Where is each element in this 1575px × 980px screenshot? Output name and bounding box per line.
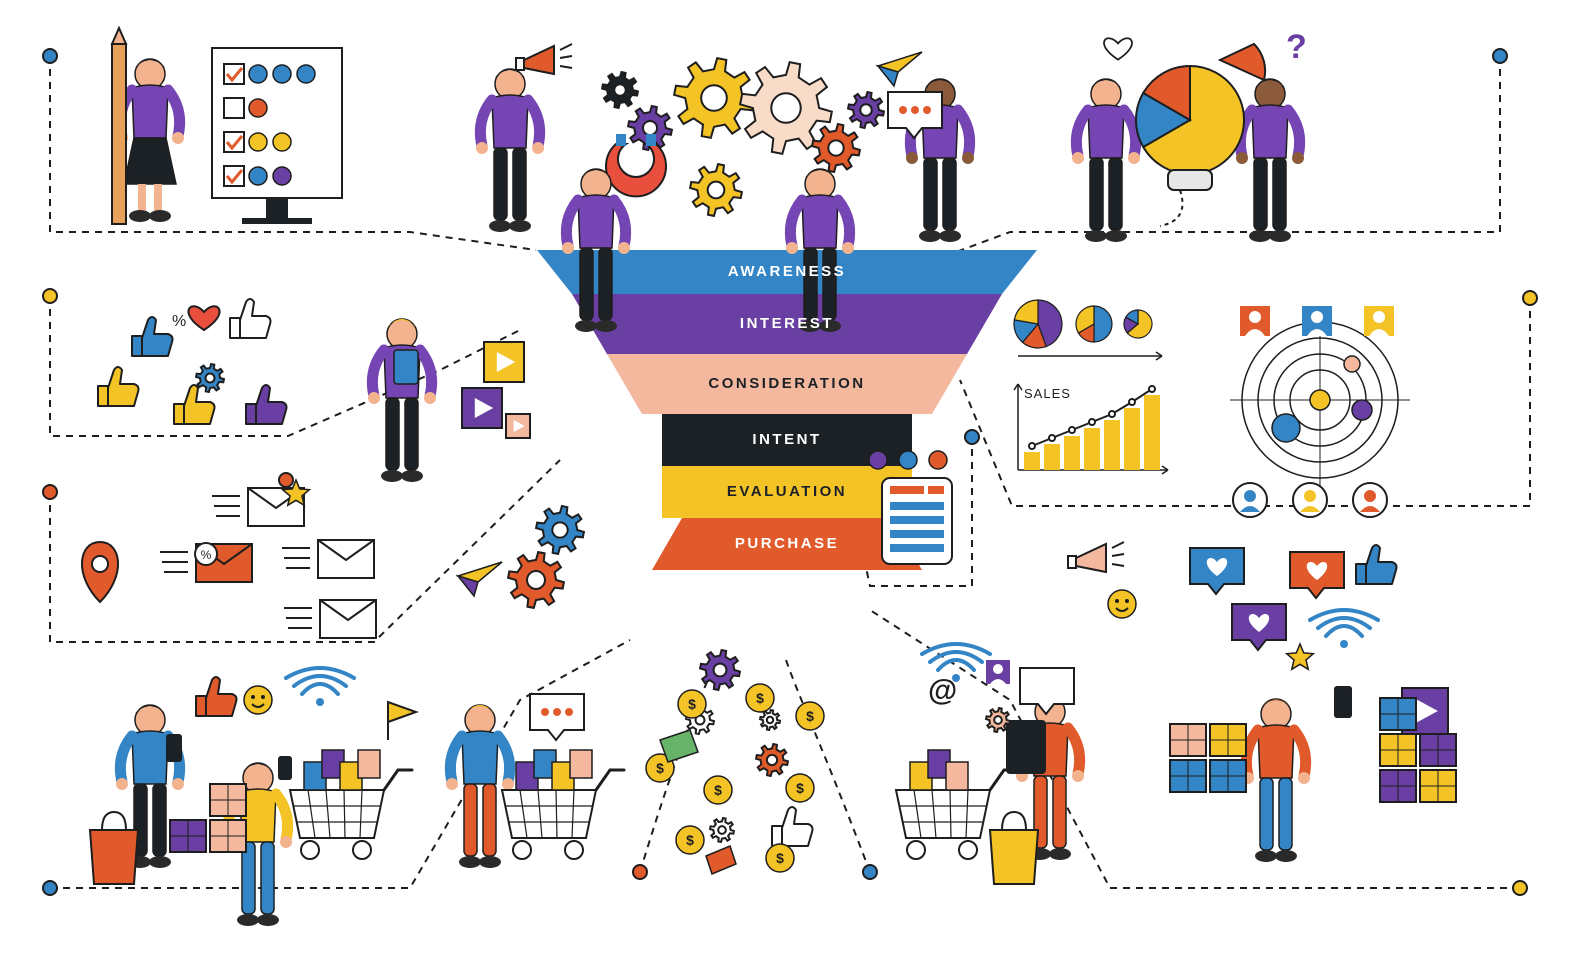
svg-text:@: @ <box>928 674 957 707</box>
svg-text:%: % <box>172 313 186 330</box>
svg-text:$: $ <box>656 760 664 776</box>
svg-text:$: $ <box>806 708 814 724</box>
svg-text:$: $ <box>756 690 764 706</box>
funnel-stage-0: AWARENESS <box>537 250 1037 294</box>
funnel-stage-1: INTEREST <box>572 294 1002 354</box>
svg-text:$: $ <box>776 850 784 866</box>
svg-text:$: $ <box>714 782 722 798</box>
svg-text:?: ? <box>1286 28 1307 66</box>
svg-text:%: % <box>201 548 212 562</box>
svg-text:$: $ <box>688 696 696 712</box>
funnel-stage-3: INTENT <box>662 414 912 466</box>
funnel-stage-5: PURCHASE <box>682 518 892 570</box>
infographic-canvas: ?%% @ $ $ $ $ $ $ $ $ AWARENESSINTERESTCONSIDERAT… <box>0 0 1575 980</box>
svg-text:$: $ <box>686 832 694 848</box>
svg-text:$: $ <box>796 780 804 796</box>
funnel-stage-4: EVALUATION <box>662 466 912 518</box>
sales-label: SALES <box>1024 386 1071 401</box>
funnel-stage-2: CONSIDERATION <box>607 354 967 414</box>
